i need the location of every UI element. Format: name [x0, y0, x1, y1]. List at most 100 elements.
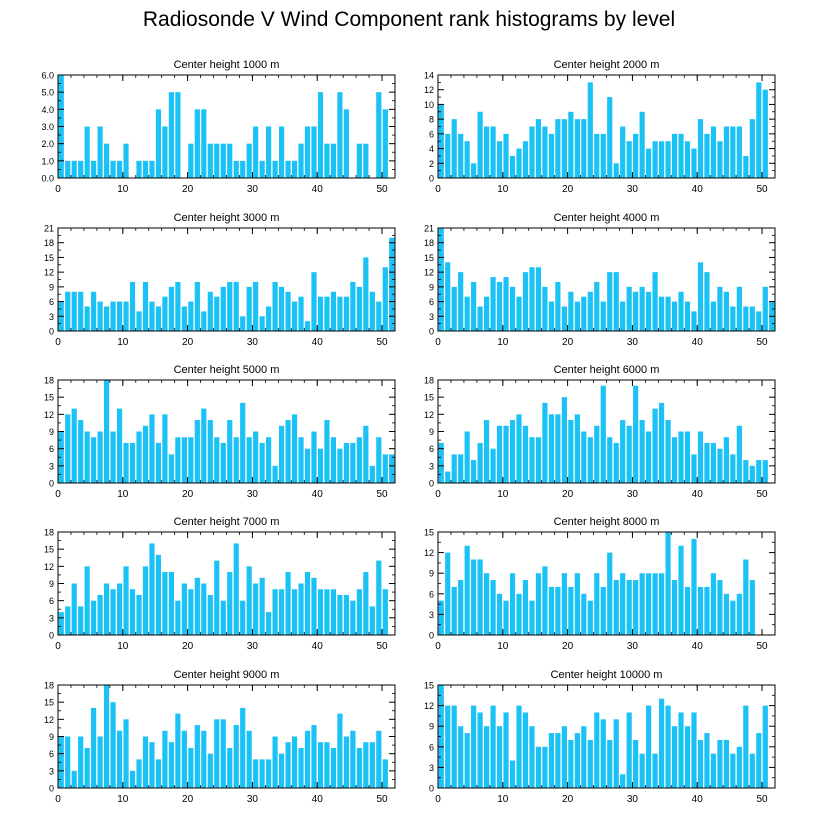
histogram-bar [535, 573, 542, 635]
histogram-bar [291, 736, 298, 788]
histogram-bar [581, 119, 587, 178]
histogram-bar [594, 573, 600, 635]
histogram-bar [78, 736, 84, 788]
histogram-bar [58, 736, 64, 788]
histogram-bar [516, 593, 522, 635]
histogram-bar [220, 719, 226, 788]
x-tick-label: 40 [692, 489, 704, 500]
histogram-bar [756, 733, 762, 788]
histogram-bar [458, 133, 464, 178]
histogram-bar [522, 712, 529, 788]
y-tick-label: 0 [49, 479, 54, 489]
histogram-bar [162, 296, 168, 331]
histogram-bar [626, 141, 632, 178]
histogram-bar [445, 133, 451, 178]
histogram-bar [710, 753, 717, 788]
x-tick-label: 20 [182, 641, 194, 652]
histogram-bar [181, 730, 187, 788]
y-tick-label: 12 [44, 715, 54, 725]
x-tick-label: 50 [376, 641, 388, 652]
histogram-bar [382, 589, 388, 635]
histogram-bar [723, 593, 729, 635]
histogram-bar [548, 301, 554, 331]
histogram-bar [188, 143, 194, 178]
histogram-bar [581, 296, 587, 331]
histogram-bar [97, 301, 103, 331]
histogram-bar [246, 437, 252, 483]
y-tick-label: 0.0 [41, 174, 54, 184]
histogram-bar [561, 397, 567, 483]
histogram-bar [278, 753, 285, 788]
histogram-bar [356, 286, 362, 331]
histogram-bar [91, 707, 97, 788]
histogram-bar [291, 301, 298, 331]
histogram-bar [594, 281, 600, 331]
histogram-bar [574, 301, 580, 331]
histogram-bar [658, 141, 665, 178]
y-tick-label: 18 [44, 238, 54, 248]
histogram-bar [142, 736, 149, 788]
histogram-bar [240, 707, 246, 788]
histogram-bar [646, 431, 652, 483]
histogram-bar [350, 730, 356, 788]
histogram-bar [175, 92, 181, 178]
histogram-bar [464, 296, 470, 331]
histogram-bar [291, 160, 298, 178]
histogram-bar [484, 726, 490, 788]
histogram-bar [71, 770, 77, 788]
x-tick-label: 30 [247, 184, 259, 195]
histogram-bar [749, 580, 755, 635]
histogram-bar [639, 753, 645, 788]
histogram-bar [451, 286, 457, 331]
y-tick-label: 12 [424, 85, 434, 95]
y-tick-label: 12 [424, 268, 434, 278]
x-tick-label: 50 [376, 489, 388, 500]
y-tick-label: 6 [49, 596, 54, 606]
histogram-bar [691, 538, 697, 635]
histogram-bar [639, 111, 645, 178]
chart-panel-10: Center height 10000 m 0 10 20 30 40 50 0 3 6 9 12 15 [424, 669, 776, 805]
y-tick-label: 9 [49, 732, 54, 742]
histogram-bar [471, 559, 477, 635]
histogram-bar [594, 133, 600, 178]
histogram-bar [253, 759, 259, 788]
histogram-bar [574, 119, 580, 178]
histogram-bar [343, 736, 349, 788]
y-tick-label: 15 [44, 393, 54, 403]
histogram-bar [91, 600, 97, 635]
histogram-bar [484, 296, 490, 331]
histogram-bar [188, 437, 194, 483]
histogram-bar [317, 448, 324, 483]
x-tick-label: 10 [117, 489, 129, 500]
histogram-bar [123, 566, 129, 635]
histogram-bar [710, 301, 717, 331]
histogram-bar [116, 408, 123, 483]
panel-title: Center height 7000 m [174, 516, 280, 528]
x-tick-label: 10 [497, 641, 509, 652]
histogram-bar [749, 465, 755, 483]
histogram-bar [58, 612, 64, 635]
histogram-bar [207, 420, 213, 483]
histogram-bar [324, 589, 330, 635]
y-tick-label: 12 [424, 548, 434, 558]
histogram-bar [581, 431, 587, 483]
histogram-bar [749, 306, 755, 331]
histogram-bar [311, 725, 317, 788]
x-tick-label: 10 [497, 794, 509, 805]
histogram-bar [369, 465, 375, 483]
x-tick-label: 30 [247, 337, 259, 348]
histogram-bar [382, 109, 388, 178]
x-tick-label: 20 [182, 184, 194, 195]
histogram-bar [298, 583, 304, 635]
histogram-bar [723, 437, 729, 483]
histogram-bar [214, 143, 220, 178]
histogram-bar [201, 730, 207, 788]
histogram-bar [613, 272, 619, 331]
histogram-bar [356, 747, 362, 788]
histogram-bar [246, 286, 252, 331]
histogram-bar [542, 566, 548, 635]
chart-panel-7: Center height 7000 m 0 10 20 30 40 50 0 3 6 9 12 15 1… [44, 516, 396, 652]
histogram-bar [343, 594, 349, 635]
histogram-bar [369, 742, 375, 788]
histogram-bar [587, 600, 593, 635]
